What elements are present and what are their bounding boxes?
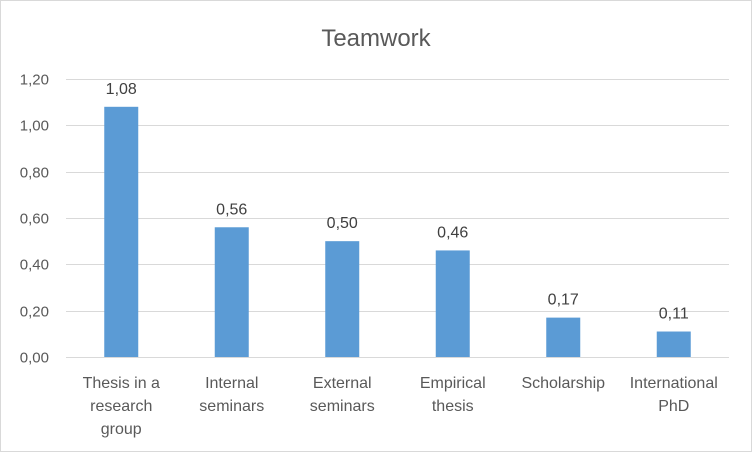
data-label: 1,08 — [106, 81, 137, 98]
category-label: External seminars — [310, 375, 375, 415]
bars — [104, 106, 691, 357]
category-labels: Thesis in a research group Internal seminars… — [83, 375, 718, 438]
bar — [104, 106, 139, 357]
data-label: 0,46 — [437, 224, 468, 241]
y-axis-ticks: 0,00 0,20 0,40 0,60 0,80 1,00 1,20 — [20, 72, 49, 367]
data-label: 0,11 — [659, 306, 689, 323]
y-tick-label: 1,20 — [20, 72, 49, 89]
gridlines — [66, 79, 729, 358]
bar — [546, 317, 581, 357]
data-label: 0,50 — [327, 215, 358, 232]
category-label: Internal seminars — [199, 375, 264, 415]
category-label: Thesis in a research group — [83, 375, 160, 438]
category-label: Empirical thesis — [420, 375, 486, 415]
y-tick-label: 0,00 — [20, 350, 49, 367]
y-tick-label: 0,60 — [20, 211, 49, 228]
y-tick-label: 0,20 — [20, 304, 49, 321]
y-tick-label: 1,00 — [20, 118, 49, 135]
bar — [656, 331, 691, 357]
bar — [435, 250, 470, 357]
y-tick-label: 0,80 — [20, 165, 49, 182]
category-label: International PhD — [630, 375, 718, 415]
chart-title: Teamwork — [321, 25, 431, 52]
data-labels: 1,08 0,56 0,50 0,46 0,17 0,11 — [106, 81, 689, 323]
bar — [214, 227, 249, 357]
y-tick-label: 0,40 — [20, 257, 49, 274]
bar — [325, 241, 360, 357]
data-label: 0,17 — [548, 292, 579, 309]
category-label: Scholarship — [521, 375, 605, 392]
data-label: 0,56 — [216, 201, 247, 218]
